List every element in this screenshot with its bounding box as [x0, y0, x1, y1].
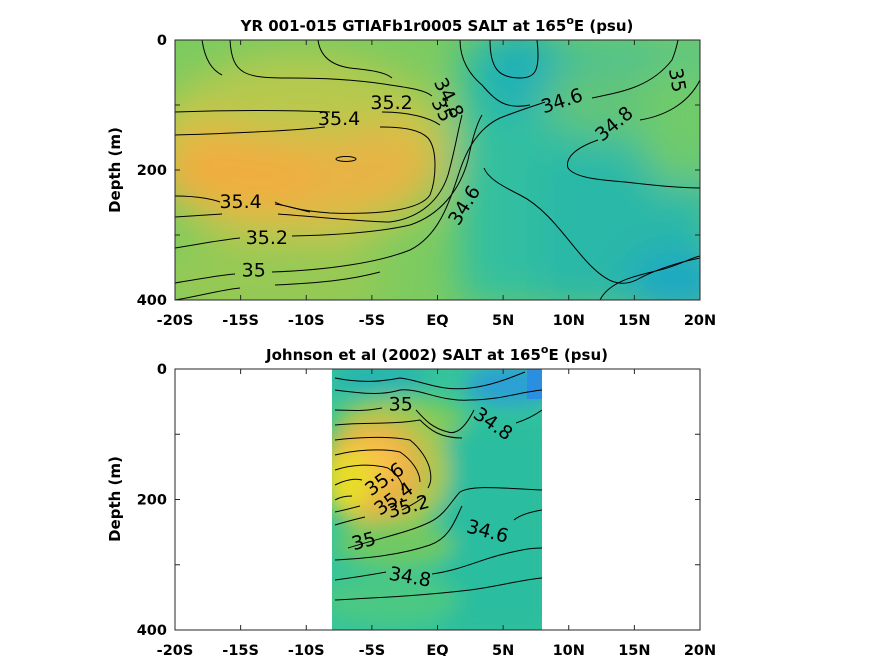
top-x-tick-label: 5N [492, 313, 514, 329]
top-x-tick-label: 15N [618, 313, 650, 329]
top-salinity-field [175, 40, 700, 300]
bottom-x-tick-label: -20S [157, 643, 194, 656]
top-x-tick-label: -15S [222, 313, 259, 329]
top-x-tick-label: 10N [553, 313, 585, 329]
bottom-x-tick-label: 20N [684, 643, 716, 656]
top-x-tick-label: -5S [359, 313, 386, 329]
top-x-tick-label: -20S [157, 313, 194, 329]
top-contour-label: 35.2 [246, 227, 288, 249]
bottom-chart-title: Johnson et al (2002) SALT at 165oE (psu) [265, 343, 608, 364]
bottom-x-tick-label: 15N [618, 643, 650, 656]
bottom-salinity-field [332, 369, 542, 630]
top-tick-marks [174, 39, 701, 301]
bottom-y-tick-label: 200 [137, 493, 167, 509]
bottom-y-tick-labels: 0 200 400 [137, 362, 167, 639]
top-x-tick-label: 20N [684, 313, 716, 329]
top-x-tick-labels: -20S -15S -10S -5S EQ 5N 10N 15N 20N [157, 313, 716, 329]
top-y-tick-label: 0 [157, 33, 167, 49]
bottom-x-tick-label: -15S [222, 643, 259, 656]
bottom-x-tick-label: -10S [288, 643, 325, 656]
bottom-contour-label: 35 [389, 393, 413, 415]
top-contours [175, 40, 700, 300]
top-chart-title: YR 001-015 GTIAFb1r0005 SALT at 165oE (p… [240, 14, 634, 35]
top-contour-label: 35 [664, 66, 690, 94]
top-x-tick-label: -10S [288, 313, 325, 329]
bottom-x-tick-labels: -20S -15S -10S -5S EQ 5N 10N 15N 20N [157, 643, 716, 656]
top-contour-label: 35.2 [370, 92, 412, 114]
bottom-panel: Johnson et al (2002) SALT at 165oE (psu) [106, 343, 716, 656]
top-contour-label: 35.4 [318, 108, 360, 130]
bottom-x-tick-label: 10N [553, 643, 585, 656]
top-contour-label: 35 [242, 259, 266, 281]
bottom-contours [334, 371, 542, 601]
bottom-x-tick-label: -5S [359, 643, 386, 656]
bottom-x-tick-label: EQ [426, 643, 448, 656]
top-y-tick-label: 200 [137, 163, 167, 179]
bottom-y-axis-label: Depth (m) [106, 456, 124, 542]
top-x-tick-label: EQ [426, 313, 448, 329]
top-contour-label: 35.4 [219, 191, 261, 213]
top-y-tick-labels: 0 200 400 [137, 33, 167, 309]
top-y-tick-label: 400 [137, 293, 167, 309]
bottom-tick-marks [174, 368, 701, 631]
top-y-axis-label: Depth (m) [106, 127, 124, 213]
bottom-y-tick-label: 400 [137, 623, 167, 639]
top-panel: YR 001-015 GTIAFb1r0005 SALT at 165oE (p… [106, 14, 716, 329]
bottom-x-tick-label: 5N [492, 643, 514, 656]
bottom-y-tick-label: 0 [157, 362, 167, 378]
